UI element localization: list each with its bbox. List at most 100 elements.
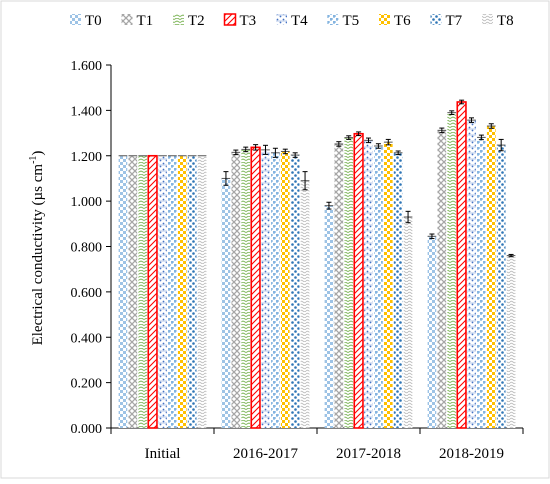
bar-t8 xyxy=(300,180,310,428)
bar-t6 xyxy=(383,142,393,428)
bar-t0 xyxy=(118,155,128,428)
legend-label: T5 xyxy=(343,13,360,29)
bar-t0 xyxy=(221,178,231,428)
x-tick-label: 2017-2018 xyxy=(336,446,401,462)
bar-t1 xyxy=(437,130,447,428)
error-bar xyxy=(478,134,484,141)
bar-t3 xyxy=(147,154,158,429)
x-tick-label: Initial xyxy=(145,446,181,462)
legend-label: T0 xyxy=(85,13,102,29)
legend-swatch xyxy=(173,14,184,25)
bar-t5 xyxy=(271,152,280,428)
axes: 0.000 0.200 0.400 0.600 0.800 1.000 1.200 1.400… xyxy=(71,59,524,462)
legend-label: T4 xyxy=(291,13,308,29)
bar-t8 xyxy=(506,255,516,428)
error-bar xyxy=(356,131,362,137)
bar-t1 xyxy=(231,152,241,429)
legend-item-t5: T5 xyxy=(327,13,360,29)
bar-t6 xyxy=(486,126,496,429)
bar-t3 xyxy=(456,101,467,429)
error-bar xyxy=(223,171,229,186)
legend-swatch xyxy=(482,14,493,25)
bar-t8 xyxy=(403,217,413,428)
bar-t7 xyxy=(393,152,403,428)
error-bar xyxy=(336,141,342,147)
error-bar xyxy=(253,144,259,151)
error-bar xyxy=(459,99,465,105)
bar-t2 xyxy=(447,112,457,429)
error-bars xyxy=(223,99,514,258)
bar-t2 xyxy=(241,149,251,428)
y-tick-label: 0.600 xyxy=(71,286,103,301)
error-bar xyxy=(366,137,371,144)
error-bar xyxy=(385,138,391,146)
legend-label: T7 xyxy=(446,13,463,29)
bar-t6 xyxy=(280,151,290,428)
error-bar xyxy=(488,123,494,129)
error-bar xyxy=(326,201,332,210)
y-tick-label: 0.800 xyxy=(71,241,103,256)
bar-t7 xyxy=(496,145,506,429)
y-tick-label: 1.400 xyxy=(71,104,103,119)
error-bar xyxy=(243,146,249,153)
error-bar xyxy=(292,152,298,158)
bars xyxy=(118,101,516,429)
bar-t1 xyxy=(334,143,344,428)
bar-t6 xyxy=(177,155,187,428)
legend-label: T6 xyxy=(394,13,411,29)
y-tick-label: 0.000 xyxy=(71,422,103,437)
error-bar xyxy=(508,253,514,258)
bar-t8 xyxy=(197,155,207,428)
bar-t7 xyxy=(187,155,197,428)
legend-label: T8 xyxy=(497,13,514,29)
bar-t0 xyxy=(324,205,334,428)
legend-item-t3: T3 xyxy=(223,13,257,29)
error-bar xyxy=(449,110,455,115)
bar-t5 xyxy=(374,145,383,428)
error-bar xyxy=(346,135,352,140)
error-bar xyxy=(429,233,435,240)
bar-t4 xyxy=(364,140,373,428)
bar-t5 xyxy=(168,155,177,428)
bar-t4 xyxy=(261,149,270,428)
legend-item-t2: T2 xyxy=(173,13,205,29)
error-bar xyxy=(439,127,445,134)
y-tick-label: 1.200 xyxy=(71,150,103,165)
error-bar xyxy=(233,149,239,156)
legend-swatch xyxy=(276,14,287,25)
error-bar xyxy=(395,150,401,156)
y-tick-label: 1.000 xyxy=(71,195,103,210)
legend-label: T1 xyxy=(137,13,154,29)
error-bar xyxy=(282,148,288,155)
y-tick-label: 0.400 xyxy=(71,331,103,346)
legend-swatch xyxy=(70,14,81,25)
legend-swatch xyxy=(121,14,133,25)
legend-item-t0: T0 xyxy=(70,13,102,29)
x-tick-label: 2016-2017 xyxy=(233,446,298,462)
legend-item-t1: T1 xyxy=(121,13,154,29)
legend-item-t6: T6 xyxy=(379,13,411,29)
error-bar xyxy=(302,171,308,191)
bar-t0 xyxy=(427,236,437,428)
legend-label: T2 xyxy=(188,13,205,29)
legend-swatch xyxy=(223,13,237,26)
error-bar xyxy=(375,143,381,149)
legend: T0 T1 T2 T3 T4 T5 T6 T7 T8 xyxy=(70,13,514,29)
y-tick-label: 1.600 xyxy=(71,59,103,74)
bar-t2 xyxy=(344,137,354,428)
error-bar xyxy=(469,117,474,123)
bar-t4 xyxy=(158,155,167,428)
error-bar xyxy=(263,144,268,155)
legend-item-t8: T8 xyxy=(482,13,514,29)
legend-item-t4: T4 xyxy=(276,13,308,29)
bar-t7 xyxy=(290,155,300,428)
bar-t5 xyxy=(477,137,486,429)
bar-t3 xyxy=(250,146,261,429)
legend-swatch xyxy=(430,14,442,25)
y-tick-label: 0.200 xyxy=(71,377,103,392)
legend-swatch xyxy=(379,14,390,25)
x-tick-label: 2018-2019 xyxy=(439,446,504,462)
legend-label: T3 xyxy=(240,13,257,29)
